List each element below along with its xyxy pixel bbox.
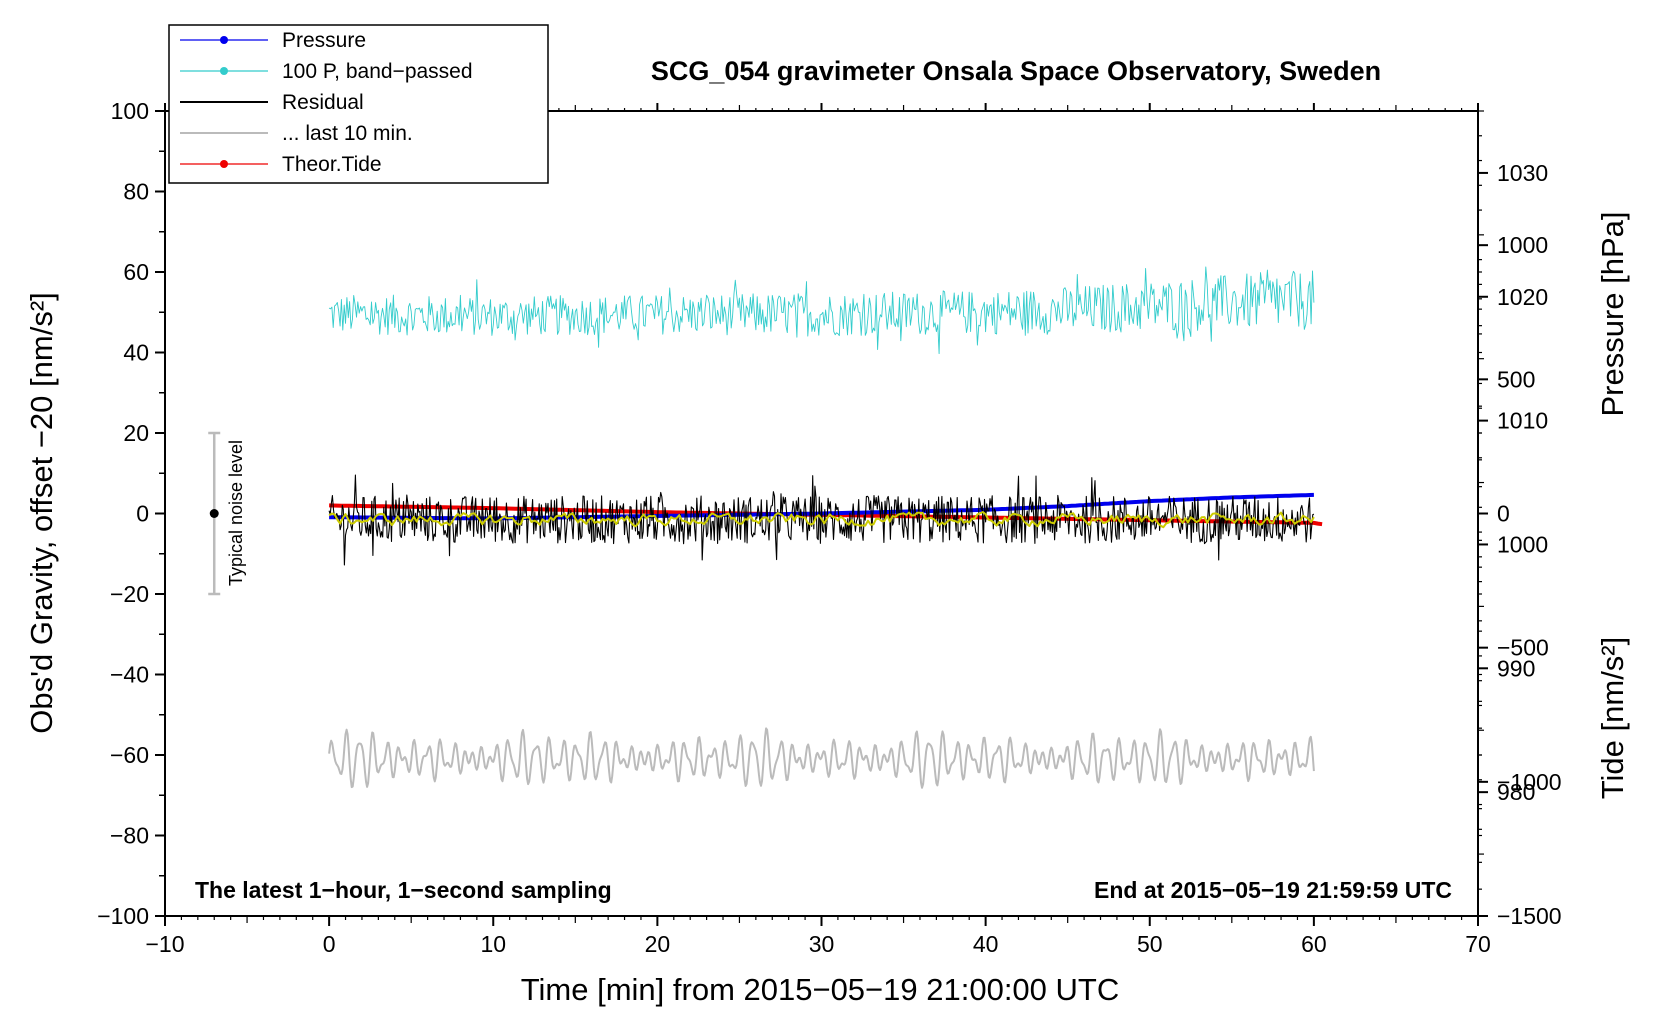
- noise-level-indicator: Typical noise level: [208, 431, 246, 596]
- pressure-tick-label: 1030: [1497, 160, 1548, 186]
- legend: Pressure 100 P, band−passed Residual ... la…: [168, 24, 549, 184]
- legend-label: 100 P, band−passed: [282, 60, 473, 83]
- y-tick-label-left: 20: [123, 420, 149, 446]
- sampling-note: The latest 1−hour, 1−second sampling: [195, 877, 612, 903]
- x-tick-label: 50: [1137, 931, 1163, 957]
- y-tick-label-left: 40: [123, 340, 149, 366]
- x-tick-label: 10: [480, 931, 506, 957]
- y-tick-label-left: −40: [110, 662, 149, 688]
- y-tick-label-left: −60: [110, 742, 149, 768]
- tide-tick-label: 500: [1497, 366, 1535, 392]
- tide-tick-label: −500: [1497, 635, 1549, 661]
- x-tick-label: 70: [1465, 931, 1491, 957]
- x-tick-label: 60: [1301, 931, 1327, 957]
- pressure-tick-label: 1020: [1497, 284, 1548, 310]
- y-tick-label-left: 60: [123, 259, 149, 285]
- end-time-note: End at 2015−05−19 21:59:59 UTC: [1094, 877, 1452, 903]
- tide-tick-label: 0: [1497, 501, 1510, 527]
- series-line-residual: [328, 474, 1315, 566]
- series-line-100-p-band-passed: [328, 266, 1315, 355]
- legend-entries: Pressure 100 P, band−passed Residual ... la…: [180, 29, 473, 176]
- y-tick-label-left: 100: [111, 98, 149, 124]
- y-axis-title-pressure: Pressure [hPa]: [1595, 211, 1630, 416]
- legend-marker: [220, 160, 228, 168]
- tide-tick-label: −1500: [1497, 903, 1562, 929]
- pressure-tick-label: 1000: [1497, 531, 1548, 557]
- x-tick-label: −10: [145, 931, 184, 957]
- pressure-tick-label: 980: [1497, 779, 1535, 805]
- legend-label: ... last 10 min.: [282, 122, 413, 145]
- x-tick-label: 20: [645, 931, 671, 957]
- noise-bar-center-dot: [209, 509, 219, 518]
- x-axis-title: Time [min] from 2015−05−19 21:00:00 UTC: [521, 972, 1120, 1007]
- chart-title: SCG_054 gravimeter Onsala Space Observat…: [651, 56, 1381, 86]
- tide-tick-label: 1000: [1497, 232, 1548, 258]
- y-tick-label-left: −80: [110, 823, 149, 849]
- pressure-tick-label: 990: [1497, 655, 1535, 681]
- legend-marker: [220, 67, 228, 75]
- legend-label: Pressure: [282, 29, 366, 52]
- y-tick-label-left: 0: [136, 501, 149, 527]
- noise-level-label: Typical noise level: [226, 440, 246, 586]
- legend-box: [168, 24, 549, 184]
- y-tick-label-left: −20: [110, 581, 149, 607]
- y-axis-title-left: Obs'd Gravity, offset −20 [nm/s²]: [24, 292, 59, 734]
- x-tick-label: 40: [973, 931, 999, 957]
- x-tick-label: 30: [809, 931, 835, 957]
- y-axis-title-tide: Tide [nm/s²]: [1595, 637, 1630, 800]
- data-series: [328, 266, 1323, 789]
- axis-ticks: −10 0 10 20 30 40 50 60 70100806040200−20−40−60−…: [97, 98, 1561, 957]
- y-tick-label-left: −100: [97, 903, 149, 929]
- series-line-last-10-min: [328, 727, 1315, 789]
- tide-tick-label: −1000: [1497, 769, 1562, 795]
- legend-label: Residual: [282, 91, 364, 114]
- pressure-tick-label: 1010: [1497, 408, 1548, 434]
- legend-marker: [220, 36, 228, 44]
- legend-label: Theor.Tide: [282, 153, 382, 176]
- series-line-residual-smoothed: [328, 511, 1315, 529]
- y-tick-label-left: 80: [123, 179, 149, 205]
- x-tick-label: 0: [323, 931, 336, 957]
